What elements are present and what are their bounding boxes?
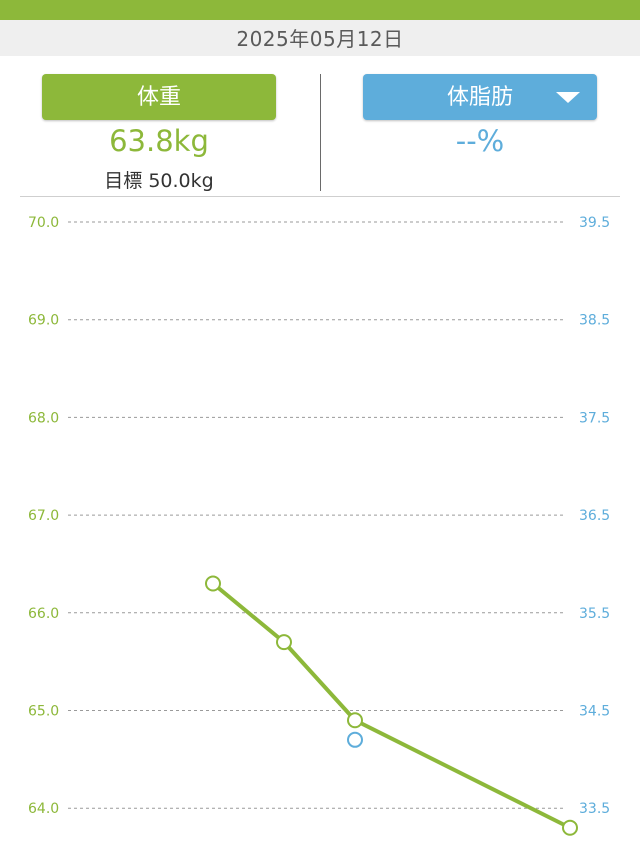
goal-label: 目標 — [104, 170, 143, 192]
chart-data-points — [205, 575, 578, 836]
body-fat-value: --% — [455, 124, 505, 158]
top-accent-bar — [0, 0, 640, 20]
weight-data-point[interactable] — [205, 575, 221, 592]
right-axis-tick-label: 35.5 — [579, 606, 610, 622]
left-axis-tick-label: 68.0 — [28, 410, 59, 426]
left-axis-tick-label: 70.0 — [28, 215, 59, 231]
body-fat-dropdown-button[interactable]: 体脂肪 — [363, 74, 597, 120]
right-axis-tick-label: 36.5 — [579, 508, 610, 524]
date-label: 2025年05月12日 — [236, 27, 404, 51]
chart-series-lines — [211, 581, 571, 830]
weight-button[interactable]: 体重 — [42, 74, 276, 120]
body-fat-data-point[interactable] — [347, 731, 363, 748]
body-fat-button-label: 体脂肪 — [446, 85, 513, 110]
section-divider — [20, 196, 620, 197]
weight-data-point[interactable] — [276, 634, 292, 651]
right-axis-tick-label: 39.5 — [579, 215, 610, 231]
weight-series-line — [211, 581, 571, 830]
left-axis-tick-label: 66.0 — [28, 606, 59, 622]
goal-value: 50.0kg — [148, 170, 214, 192]
left-axis-tick-label: 69.0 — [28, 313, 59, 329]
right-axis-tick-label: 38.5 — [579, 313, 610, 329]
dropdown-triangle-icon — [556, 92, 580, 103]
weight-button-label: 体重 — [136, 85, 181, 110]
chart-gridlines — [68, 221, 565, 809]
left-axis-tick-label: 64.0 — [28, 801, 59, 817]
right-axis-tick-label: 37.5 — [579, 410, 610, 426]
chart-tick-labels: 70.0 39.5 69.0 38.5 68.0 37.5 67.0 36.5 66.0 35.5… — [28, 215, 610, 817]
panel-divider — [320, 74, 321, 191]
date-header[interactable]: 2025年05月12日 — [0, 20, 640, 56]
goal-weight: 目標 50.0kg — [42, 166, 276, 193]
weight-data-point[interactable] — [562, 819, 578, 836]
weight-data-point[interactable] — [347, 712, 363, 729]
weight-value: 63.8kg — [109, 124, 209, 158]
right-axis-tick-label: 33.5 — [579, 801, 610, 817]
left-axis-tick-label: 65.0 — [28, 704, 59, 720]
summary-panel: 体重 63.8kg 目標 50.0kg 体脂肪 --% — [0, 56, 640, 196]
right-axis-tick-label: 34.5 — [579, 704, 610, 720]
left-axis-tick-label: 67.0 — [28, 508, 59, 524]
